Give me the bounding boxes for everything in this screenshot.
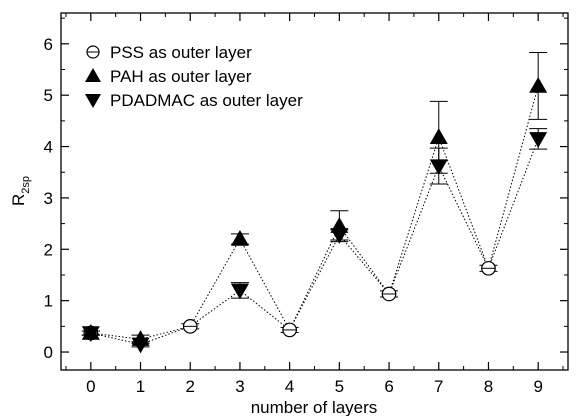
connecting-lines [90,85,539,345]
x-tick-label: 5 [335,377,344,396]
y-tick-label: 4 [44,138,53,157]
triangle-up-marker [85,68,101,82]
legend-item: PAH as outer layer [85,67,252,86]
x-tick-label: 1 [136,377,145,396]
x-tick-label: 4 [285,377,294,396]
triangle-down-marker [85,94,101,108]
x-tick-label: 6 [384,377,393,396]
legend-item: PSS as outer layer [86,43,252,62]
axis-ticks [61,13,568,370]
circle-marker [381,286,397,302]
y-tick-label: 0 [44,343,53,362]
triangle-down-marker [81,326,100,343]
y-axis-title: R2sp [9,176,32,206]
x-tick-label: 3 [235,377,244,396]
y-tick-label: 1 [44,292,53,311]
x-tick-label: 7 [434,377,443,396]
x-tick-label: 2 [186,377,195,396]
y-tick-label: 3 [44,189,53,208]
circle-marker [86,45,100,59]
triangle-down-marker [230,283,249,300]
dotted-connector [90,85,539,340]
triangle-down-marker [131,337,150,354]
data-markers [81,76,548,354]
triangle-down-marker [429,159,448,176]
legend-label: PAH as outer layer [110,67,252,86]
y-tick-label: 6 [44,35,53,54]
triangle-up-marker [429,128,448,145]
legend: PSS as outer layer PAH as outer layer PDAD… [85,43,303,110]
x-axis-title: number of layers [251,398,378,416]
circle-marker [282,322,297,338]
y-axis-title-sub: 2sp [20,176,32,194]
triangle-up-marker [529,76,548,93]
triangle-down-marker [330,228,349,244]
x-tick-label: 0 [86,377,95,396]
legend-item: PDADMAC as outer layer [85,91,303,110]
y-tick-label: 2 [44,240,53,259]
legend-label: PDADMAC as outer layer [110,91,303,110]
triangle-down-marker [529,132,548,148]
dotted-connector [90,138,539,345]
legend-label: PSS as outer layer [110,43,252,62]
x-tick-label: 9 [533,377,542,396]
triangle-up-marker [230,230,249,246]
tick-labels: 0 1 2 3 4 5 6 7 8 9 0 1 2 3 4 5 6 [44,35,543,396]
x-tick-label: 8 [484,377,493,396]
circle-marker [481,260,496,276]
y-tick-label: 5 [44,86,53,105]
circle-marker [182,318,198,334]
y-axis-title-main: R [9,194,28,206]
